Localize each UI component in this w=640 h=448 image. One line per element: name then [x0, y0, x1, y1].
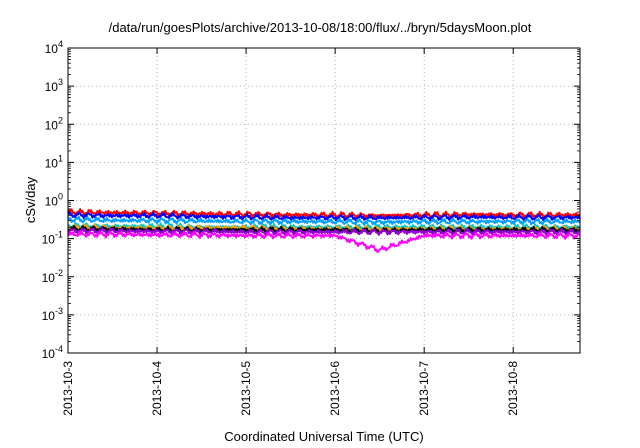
x-axis-label: Coordinated Universal Time (UTC) — [224, 429, 423, 444]
series-line — [67, 230, 581, 254]
grid-lines — [68, 48, 580, 353]
data-series — [67, 208, 581, 254]
x-tick-label: 2013-10-4 — [150, 361, 164, 416]
y-tick-label: 10-2 — [42, 268, 63, 285]
x-tick-label: 2013-10-8 — [506, 361, 520, 416]
x-tick-label: 2013-10-6 — [328, 361, 342, 416]
y-tick-label: 10-3 — [42, 306, 63, 323]
series-line — [67, 226, 581, 237]
y-tick-label: 101 — [45, 153, 63, 170]
y-axis-label: cSv/day — [23, 176, 38, 223]
series-line — [67, 211, 581, 222]
x-tick-label: 2013-10-7 — [417, 361, 431, 416]
x-tick-labels: 2013-10-3 2013-10-4 2013-10-5 2013-10-6 2013… — [61, 361, 520, 416]
series-line — [67, 208, 581, 220]
chart-title: /data/run/goesPlots/archive/2013-10-08/1… — [108, 20, 532, 35]
x-tick-label: 2013-10-5 — [239, 361, 253, 416]
y-tick-label: 102 — [45, 115, 63, 132]
series-line — [67, 215, 581, 226]
x-tick-label: 2013-10-3 — [61, 361, 75, 416]
y-tick-label: 10-4 — [42, 344, 63, 361]
y-tick-label: 104 — [45, 39, 63, 56]
y-tick-labels: 10-4 10-3 10-2 10-1 100 101 102 103 104 — [42, 39, 63, 361]
axis-ticks — [67, 47, 580, 354]
y-tick-label: 10-1 — [42, 230, 63, 247]
y-tick-label: 103 — [45, 77, 63, 94]
y-tick-label: 100 — [45, 192, 63, 209]
